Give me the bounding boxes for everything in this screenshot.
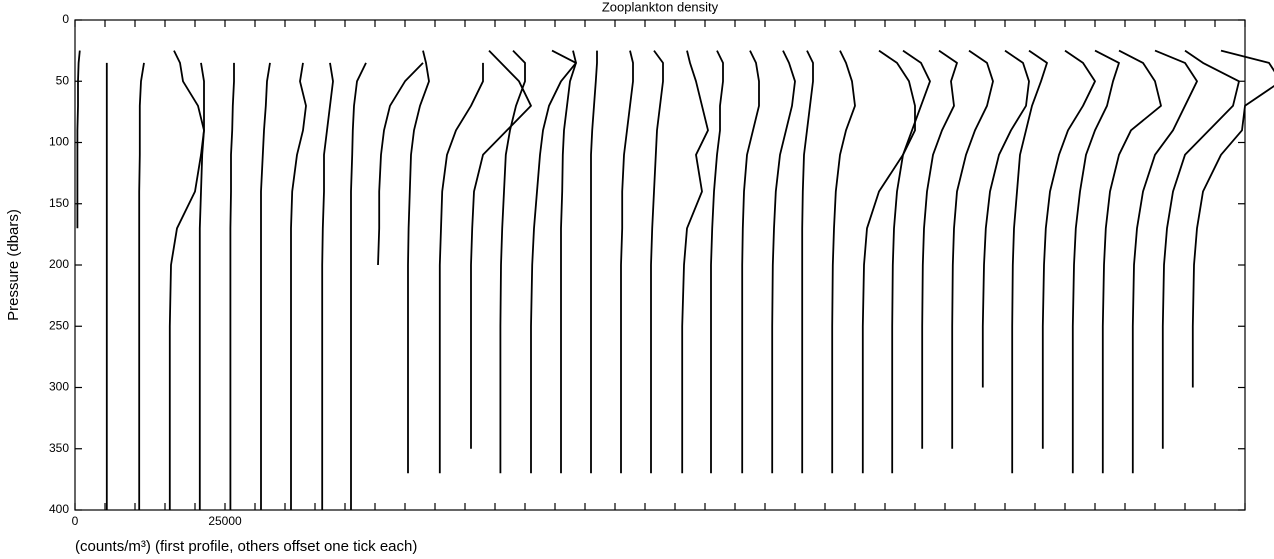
profile-line	[1011, 49, 1048, 474]
profile-line	[438, 62, 484, 474]
profile-line	[710, 50, 724, 474]
y-tick-label: 400	[49, 502, 69, 516]
profile-line	[138, 62, 145, 510]
profile-line	[1191, 49, 1274, 388]
x-axis-label: (counts/m³) (first profile, others offse…	[75, 538, 417, 555]
profile-line	[921, 49, 958, 449]
profile-line	[1101, 49, 1162, 474]
profile-line	[981, 49, 1030, 388]
profile-line	[260, 62, 271, 510]
profile-line	[681, 50, 709, 474]
profile-line	[377, 62, 424, 266]
profile-line	[1071, 49, 1120, 474]
y-tick-label: 200	[49, 257, 69, 271]
x-tick-label: 25000	[208, 514, 242, 528]
chart-title: Zooplankton density	[602, 0, 719, 14]
profile-line	[530, 49, 577, 474]
profile-line	[1131, 49, 1198, 474]
profile-line	[198, 62, 205, 510]
profile-line	[1041, 49, 1096, 449]
profile-line	[560, 50, 577, 474]
y-tick-label: 100	[49, 135, 69, 149]
profile-line	[801, 50, 814, 474]
profile-line	[229, 62, 235, 510]
profile-line	[620, 50, 634, 474]
profile-line	[407, 50, 430, 474]
profile-line	[321, 62, 334, 510]
y-tick-label: 350	[49, 441, 69, 455]
profile-line	[861, 49, 916, 474]
profile-line	[590, 50, 598, 474]
profile-line	[771, 50, 796, 474]
profile-line	[891, 49, 931, 474]
profile-line	[650, 50, 664, 474]
profile-line	[76, 50, 81, 229]
profile-line	[499, 49, 526, 474]
plot-frame	[74, 19, 1246, 511]
profile-line	[168, 50, 205, 510]
x-tick-label: 0	[72, 514, 79, 528]
y-axis-label: Pressure (dbars)	[5, 209, 22, 321]
y-tick-label: 150	[49, 196, 69, 210]
y-tick-label: 250	[49, 318, 69, 332]
profile-line	[831, 50, 856, 474]
y-tick-label: 0	[62, 12, 69, 26]
profile-line	[290, 62, 307, 510]
profile-line	[741, 50, 760, 474]
profile-line	[470, 49, 532, 449]
profile-line	[350, 62, 367, 510]
y-tick-label: 50	[56, 73, 70, 87]
profile-line	[951, 49, 994, 449]
profile-line	[1161, 49, 1240, 449]
y-tick-label: 300	[49, 380, 69, 394]
